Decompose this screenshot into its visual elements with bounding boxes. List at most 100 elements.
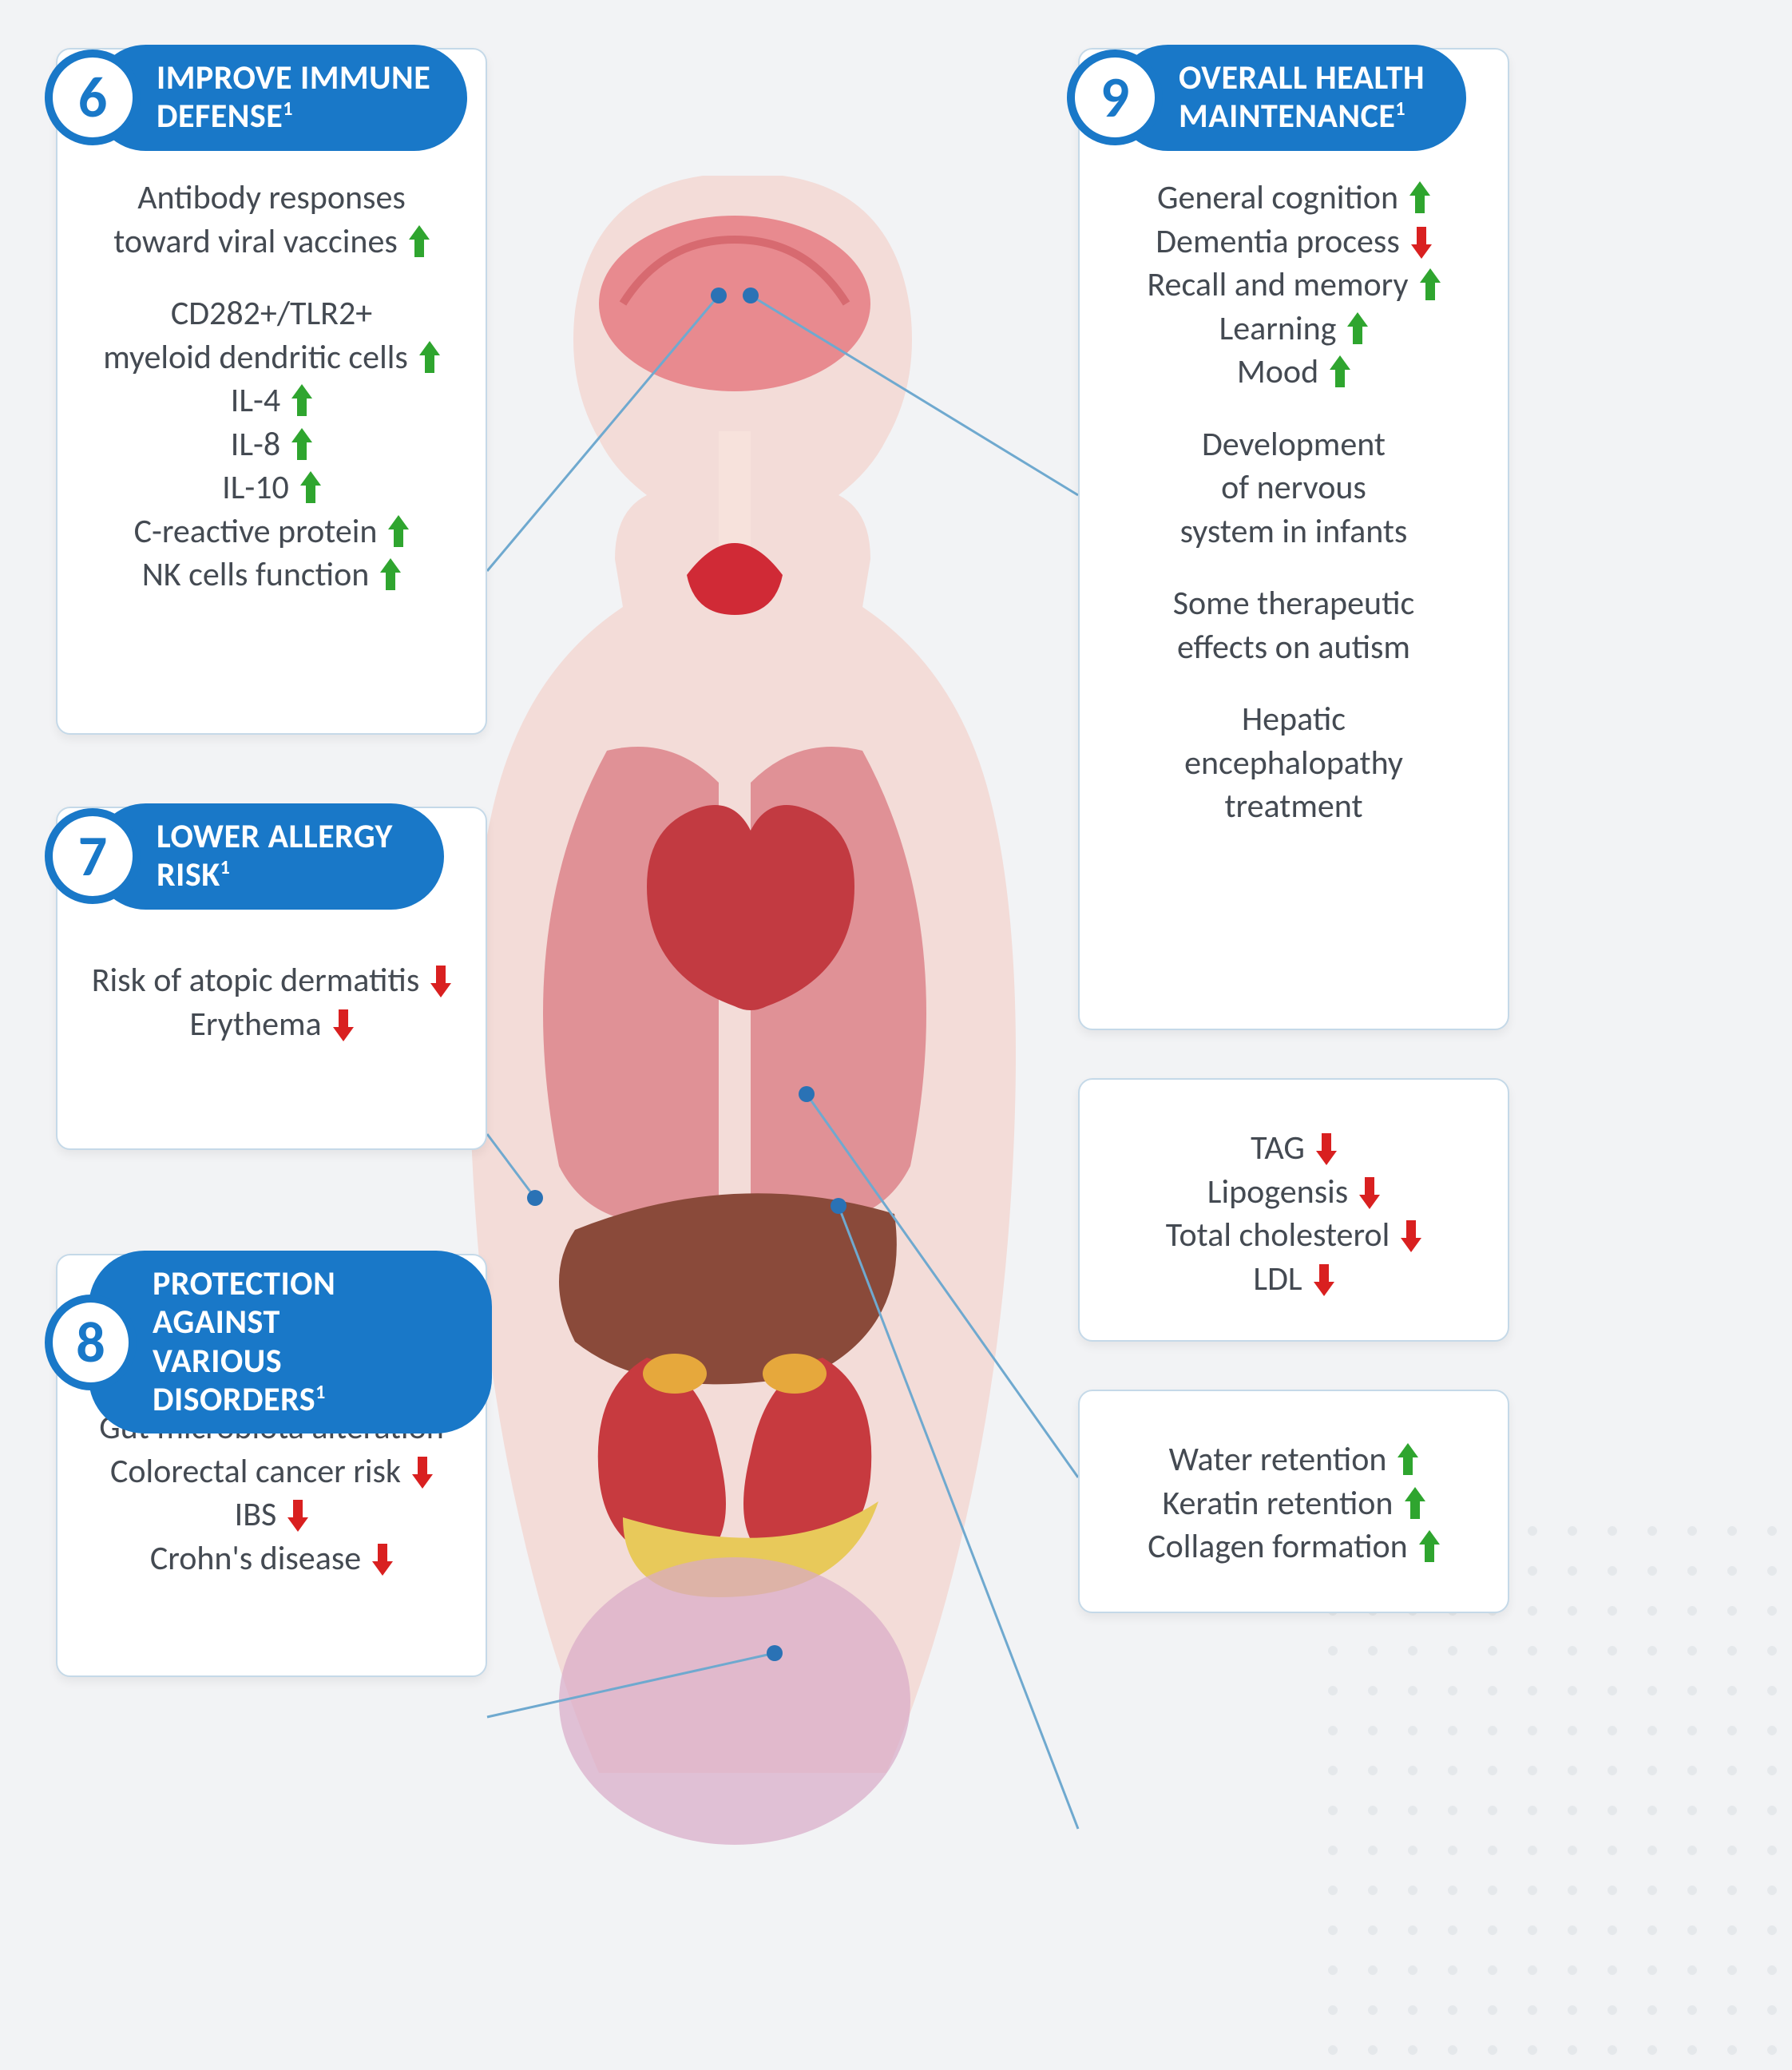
panel-7-header: 7 LOWER ALLERGY RISK1 [45, 803, 444, 910]
arrow-down-icon [1359, 1176, 1380, 1209]
item-row: IL-8 [231, 424, 312, 466]
item-text: Recall and memory [1147, 264, 1408, 307]
item-row: Crohn's disease [150, 1538, 393, 1580]
panel-6-header: 6 IMPROVE IMMUNE DEFENSE1 [45, 45, 467, 151]
panel-9b-lipids: TAGLipogensisTotal cholesterolLDL [1078, 1078, 1509, 1342]
badge-8: 8 [45, 1295, 137, 1390]
item-row: Colorectal cancer risk [110, 1451, 433, 1493]
pill-9-l1: OVERALL HEALTH [1179, 58, 1425, 98]
pill-6-l1: IMPROVE IMMUNE [157, 58, 430, 98]
arrow-up-icon [388, 515, 409, 549]
item-text: encephalopathy [1184, 743, 1403, 785]
item-row: toward viral vaccines [113, 221, 430, 264]
item-text: Colorectal cancer risk [110, 1451, 401, 1493]
arrow-up-icon [1405, 1487, 1425, 1521]
arrow-up-icon [300, 471, 321, 505]
item-row: system in infants [1180, 511, 1408, 553]
item-text: General cognition [1157, 177, 1398, 220]
arrow-down-icon [412, 1455, 433, 1489]
item-row: Water retention [1169, 1439, 1419, 1481]
pill-9-title: OVERALL HEALTH MAINTENANCE1 [1115, 45, 1466, 151]
arrow-down-icon [1314, 1263, 1334, 1296]
panel-7-allergy: 7 LOWER ALLERGY RISK1 Risk of atopic der… [56, 807, 487, 1150]
item-text: Water retention [1169, 1439, 1387, 1481]
item-row: Learning [1219, 308, 1369, 351]
pill-8-l1: PROTECTION AGAINST [153, 1263, 335, 1342]
item-text: TAG [1251, 1128, 1305, 1170]
item-row: Total cholesterol [1166, 1215, 1421, 1257]
item-text: treatment [1224, 786, 1362, 828]
item-row: IBS [235, 1494, 309, 1537]
item-text: Risk of atopic dermatitis [92, 960, 420, 1002]
panel-9c-items: Water retentionKeratin retentionCollagen… [1104, 1439, 1484, 1568]
item-text: Erythema [189, 1004, 321, 1046]
panel-9-header: 9 OVERALL HEALTH MAINTENANCE1 [1067, 45, 1466, 151]
item-text: IL-10 [222, 467, 289, 510]
badge-6: 6 [45, 50, 141, 145]
item-text: Hepatic [1242, 699, 1346, 741]
item-row: of nervous [1221, 467, 1366, 510]
item-text: myeloid dendritic cells [103, 337, 408, 379]
pill-9-sup: 1 [1395, 97, 1405, 121]
item-row: Risk of atopic dermatitis [92, 960, 452, 1002]
item-text: IBS [235, 1494, 277, 1537]
pill-8-l2: VARIOUS DISORDERS [153, 1341, 315, 1420]
arrow-up-icon [380, 558, 401, 592]
item-text: effects on autism [1177, 627, 1410, 669]
panel-6-immune: 6 IMPROVE IMMUNE DEFENSE1 Antibody respo… [56, 48, 487, 735]
item-row: Antibody responses [137, 177, 406, 220]
item-text: NK cells function [142, 554, 370, 597]
anatomy-figure [447, 144, 1022, 1901]
pill-8-sup: 1 [315, 1381, 326, 1404]
item-row: Collagen formation [1148, 1526, 1439, 1568]
item-row: Dementia process [1156, 221, 1432, 264]
item-row: IL-10 [222, 467, 321, 510]
item-text: Collagen formation [1148, 1526, 1407, 1568]
arrow-down-icon [333, 1008, 354, 1041]
badge-9: 9 [1067, 50, 1163, 145]
item-text: Lipogensis [1207, 1172, 1348, 1214]
arrow-up-icon [1330, 355, 1350, 389]
panel-8-disorders: 8 PROTECTION AGAINST VARIOUS DISORDERS1 … [56, 1254, 487, 1677]
arrow-up-icon [1420, 268, 1441, 302]
arrow-up-icon [291, 384, 312, 418]
arrow-up-icon [1398, 1443, 1418, 1477]
item-text: Learning [1219, 308, 1337, 351]
panel-9a-health: 9 OVERALL HEALTH MAINTENANCE1 General co… [1078, 48, 1509, 1030]
item-text: LDL [1253, 1259, 1302, 1301]
arrow-down-icon [372, 1542, 393, 1576]
arrow-up-icon [409, 225, 430, 259]
item-row: LDL [1253, 1259, 1334, 1301]
item-row: IL-4 [231, 380, 312, 422]
item-row: Hepatic [1242, 699, 1346, 741]
pill-6-sup: 1 [283, 97, 293, 121]
item-text: C-reactive protein [134, 511, 378, 553]
pill-6-l2: DEFENSE [157, 96, 283, 137]
item-row: TAG [1251, 1128, 1337, 1170]
arrow-down-icon [430, 964, 451, 997]
pill-7-sup: 1 [220, 856, 231, 879]
item-text: Dementia process [1156, 221, 1400, 264]
arrow-down-icon [1316, 1132, 1337, 1165]
item-text: IL-8 [231, 424, 280, 466]
item-row: encephalopathy [1184, 743, 1403, 785]
item-row: myeloid dendritic cells [103, 337, 440, 379]
item-text: Development [1202, 424, 1386, 466]
item-text: IL-4 [231, 380, 280, 422]
pill-6-title: IMPROVE IMMUNE DEFENSE1 [93, 45, 467, 151]
panel-8-header: 8 PROTECTION AGAINST VARIOUS DISORDERS1 [45, 1251, 492, 1434]
arrow-up-icon [1409, 181, 1430, 215]
pill-7-l2: RISK [157, 855, 220, 895]
arrow-up-icon [1347, 312, 1368, 346]
pill-7-title: LOWER ALLERGY RISK1 [93, 803, 444, 910]
item-row: Lipogensis [1207, 1172, 1380, 1214]
arrow-up-icon [291, 428, 312, 462]
panel-7-items: Risk of atopic dermatitisErythema [81, 960, 462, 1045]
item-row: Keratin retention [1163, 1483, 1425, 1525]
item-row: CD282+/TLR2+ [171, 293, 372, 335]
arrow-down-icon [287, 1498, 308, 1532]
item-row: Erythema [189, 1004, 353, 1046]
item-text: Mood [1237, 351, 1318, 394]
arrow-down-icon [1411, 225, 1432, 259]
item-row: Mood [1237, 351, 1350, 394]
